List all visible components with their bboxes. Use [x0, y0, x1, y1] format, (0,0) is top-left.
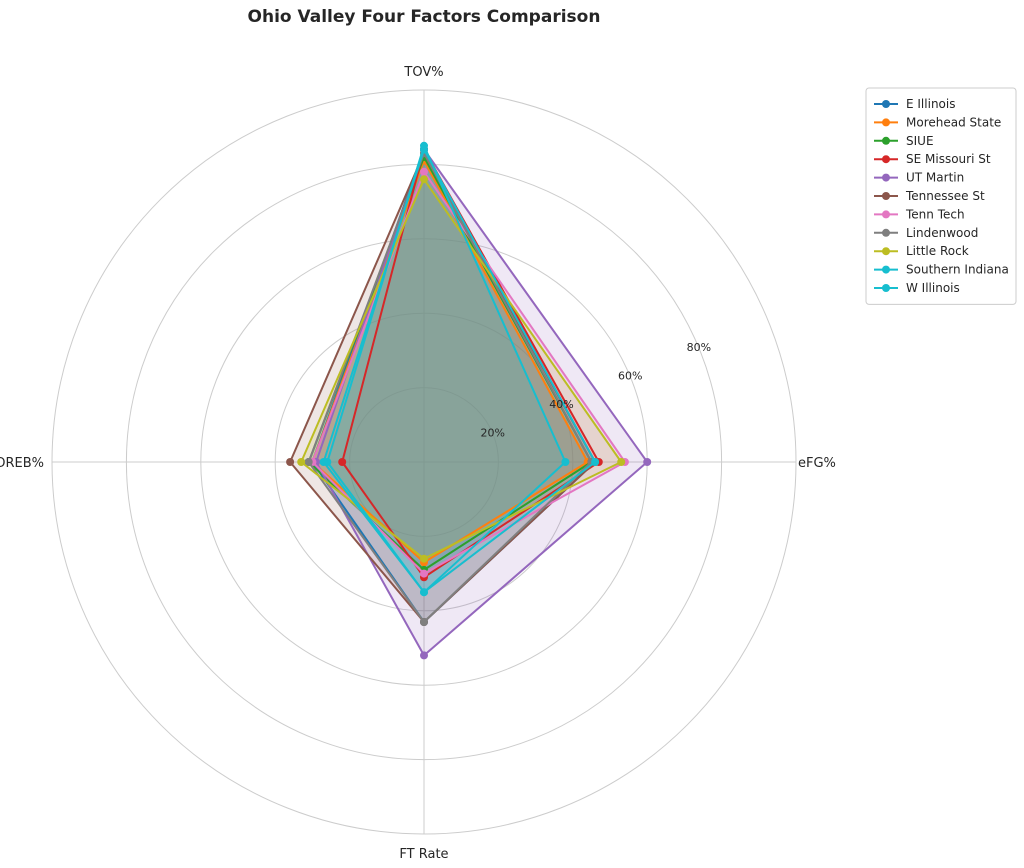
legend-label: Tenn Tech: [905, 207, 965, 221]
data-point: [591, 458, 600, 466]
legend-marker: [882, 284, 890, 292]
axis-label: OREB%: [0, 456, 44, 471]
legend-item: UT Martin: [874, 171, 964, 185]
radial-tick-label: 40%: [549, 398, 573, 411]
axis-labels: eFG% TOV% OREB% FT Rate: [0, 65, 836, 862]
legend-marker: [882, 228, 890, 237]
legend-marker: [882, 118, 890, 127]
legend-label: W Illinois: [906, 281, 960, 295]
legend-label: Little Rock: [906, 244, 969, 258]
legend-marker: [882, 136, 890, 145]
legend-label: Tennessee St: [905, 189, 985, 203]
legend-marker: [882, 155, 890, 164]
series-area: [308, 153, 592, 622]
legend: E Illinois Morehead State SIUE SE Missouri …: [865, 87, 1017, 305]
legend-item: Southern Indiana: [874, 263, 1009, 277]
legend-label: Morehead State: [906, 115, 1001, 129]
series-area: [301, 179, 622, 559]
legend-marker: [882, 210, 890, 219]
legend-item: Tenn Tech: [874, 207, 965, 221]
series-area: [308, 157, 592, 570]
series-8: [297, 175, 626, 563]
legend-item: W Illinois: [874, 281, 960, 295]
legend-item: Lindenwood: [874, 226, 978, 240]
legend-item: SIUE: [874, 134, 934, 148]
data-point: [286, 458, 295, 466]
data-point: [420, 167, 428, 176]
legend-label: Lindenwood: [906, 226, 978, 240]
axis-label: TOV%: [403, 65, 443, 80]
series-area: [323, 149, 596, 593]
legend-item: Morehead State: [874, 115, 1001, 129]
legend-label: E Illinois: [906, 97, 955, 111]
radial-tick-label: 20%: [480, 427, 504, 440]
chart-title: Ohio Valley Four Factors Comparison: [248, 7, 601, 27]
series-area: [312, 160, 588, 563]
data-point: [304, 458, 313, 466]
data-point: [297, 458, 306, 466]
series-area: [327, 145, 566, 593]
series-area: [342, 149, 599, 578]
legend-item: Little Rock: [874, 244, 969, 258]
data-point: [319, 458, 328, 466]
legend-box: [865, 87, 1017, 305]
series-lines: [286, 141, 652, 660]
data-point: [338, 458, 347, 466]
data-point: [420, 569, 428, 578]
legend-marker: [882, 100, 890, 108]
legend-marker: [882, 173, 890, 182]
series-area: [312, 171, 625, 574]
legend-label: SIUE: [906, 134, 934, 148]
radial-tick-labels: 20% 40% 60% 80%: [480, 341, 711, 439]
axis-label: FT Rate: [399, 847, 448, 862]
legend-label: UT Martin: [906, 171, 964, 185]
legend-marker: [882, 247, 890, 256]
data-point: [420, 618, 428, 626]
legend-item: SE Missouri St: [874, 152, 991, 166]
legend-label: Southern Indiana: [906, 263, 1009, 277]
axis-label: eFG%: [798, 456, 836, 471]
radial-tick-label: 60%: [618, 370, 642, 383]
legend-marker: [882, 192, 890, 200]
data-point: [420, 651, 428, 660]
radial-tick-label: 80%: [687, 341, 711, 354]
series-7: [304, 149, 596, 626]
legend-marker: [882, 265, 890, 274]
legend-item: E Illinois: [874, 97, 955, 111]
data-point: [420, 145, 428, 154]
data-point: [561, 458, 570, 466]
data-point: [617, 458, 626, 466]
series-area: [316, 149, 648, 656]
series-10: [319, 145, 600, 597]
data-point: [643, 458, 652, 466]
legend-label: SE Missouri St: [906, 152, 991, 166]
legend-item: Tennessee St: [874, 189, 985, 203]
data-point: [420, 554, 428, 563]
data-point: [420, 175, 428, 184]
data-point: [420, 588, 428, 597]
